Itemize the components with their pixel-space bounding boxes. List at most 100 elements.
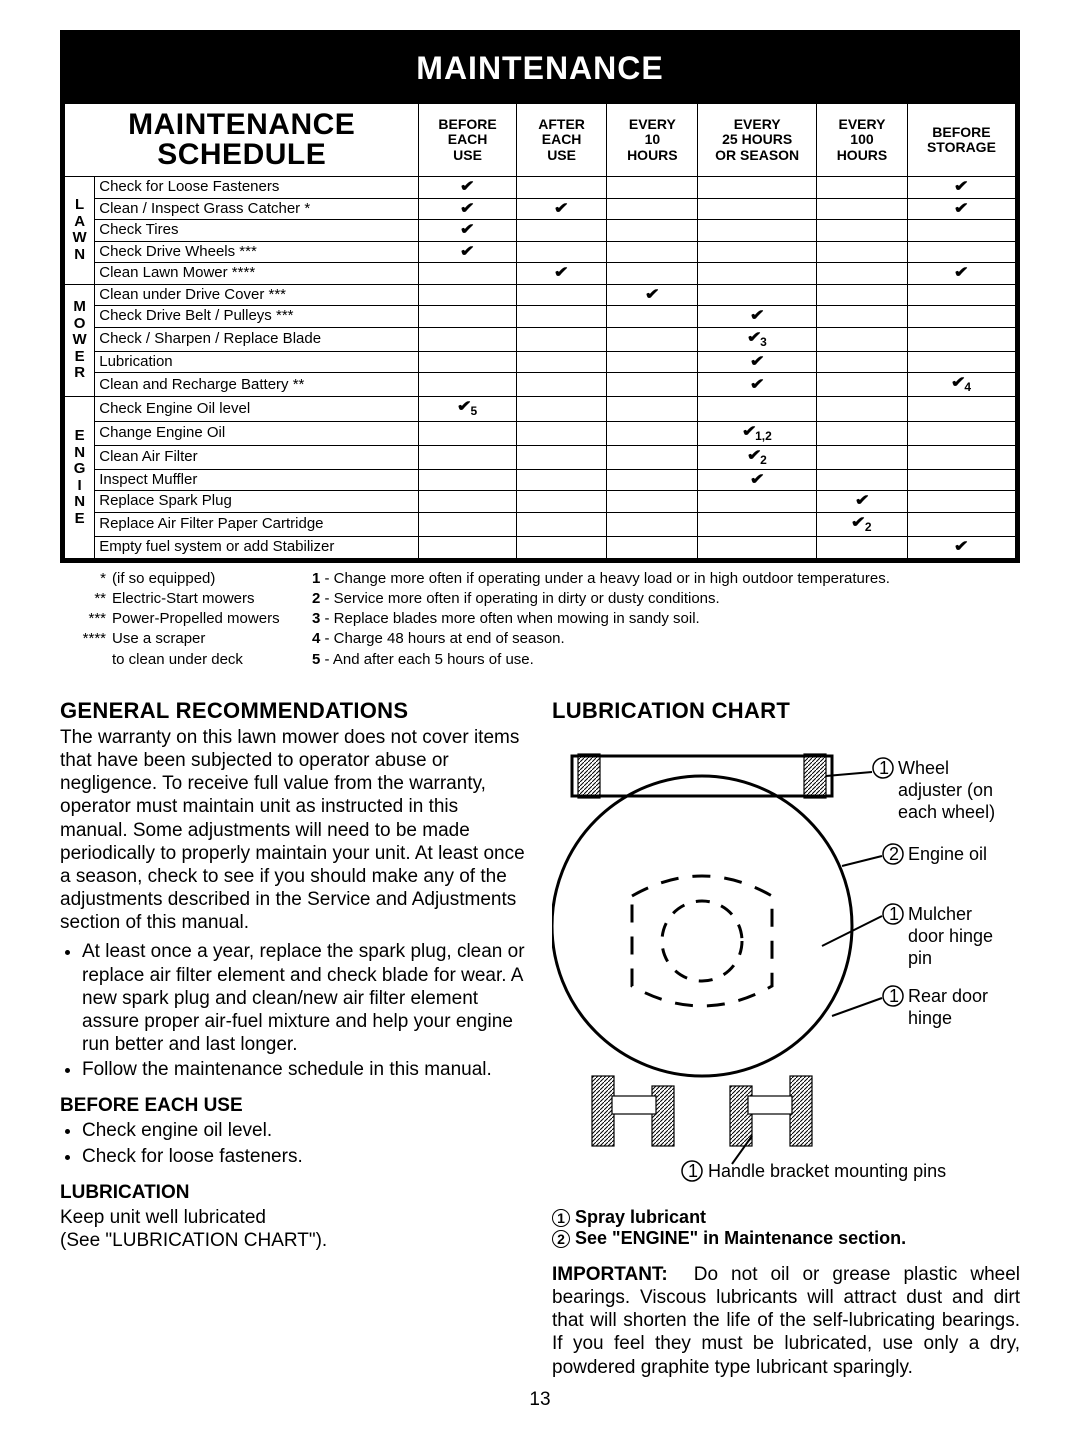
check-cell	[607, 373, 698, 397]
svg-text:1: 1	[889, 904, 899, 924]
check-cell	[607, 327, 698, 351]
check-cell: ✔	[516, 198, 607, 220]
svg-text:Rear door: Rear door	[908, 986, 988, 1006]
legend-marker: 1	[552, 1209, 570, 1227]
check-cell: ✔2	[817, 512, 908, 536]
check-cell	[419, 351, 516, 373]
check-cell: ✔	[698, 373, 817, 397]
task-cell: Check Tires	[95, 220, 419, 242]
list-before: Check engine oil level. Check for loose …	[60, 1119, 528, 1167]
check-cell	[516, 284, 607, 306]
category-label: ENGINE	[65, 397, 95, 558]
task-cell: Check for Loose Fasteners	[95, 177, 419, 199]
svg-text:adjuster (on: adjuster (on	[898, 780, 993, 800]
check-cell: ✔	[698, 306, 817, 328]
list-item: Check for loose fasteners.	[82, 1145, 528, 1168]
svg-text:door hinge: door hinge	[908, 926, 993, 946]
check-cell	[516, 220, 607, 242]
task-cell: Clean and Recharge Battery **	[95, 373, 419, 397]
task-cell: Check / Sharpen / Replace Blade	[95, 327, 419, 351]
task-cell: Check Drive Belt / Pulleys ***	[95, 306, 419, 328]
svg-text:each wheel): each wheel)	[898, 802, 995, 822]
check-cell	[419, 327, 516, 351]
check-cell	[817, 198, 908, 220]
check-cell	[907, 421, 1015, 445]
task-cell: Replace Spark Plug	[95, 491, 419, 513]
check-cell	[419, 537, 516, 559]
check-cell	[516, 351, 607, 373]
svg-text:2: 2	[889, 844, 899, 864]
check-cell: ✔	[817, 491, 908, 513]
check-cell: ✔	[698, 351, 817, 373]
check-cell	[698, 284, 817, 306]
check-cell	[419, 306, 516, 328]
check-cell	[607, 397, 698, 421]
check-cell	[516, 512, 607, 536]
check-cell	[419, 373, 516, 397]
maintenance-schedule-table: MAINTENANCESCHEDULE BEFOREEACHUSE AFTERE…	[60, 103, 1020, 563]
check-cell	[817, 241, 908, 263]
col-header: EVERY10HOURS	[607, 104, 698, 177]
check-cell	[907, 512, 1015, 536]
check-cell	[907, 327, 1015, 351]
check-cell: ✔	[419, 241, 516, 263]
check-cell: ✔4	[907, 373, 1015, 397]
check-cell	[817, 284, 908, 306]
check-cell	[516, 373, 607, 397]
check-cell	[907, 469, 1015, 491]
check-cell	[516, 241, 607, 263]
task-cell: Lubrication	[95, 351, 419, 373]
check-cell	[516, 491, 607, 513]
check-cell	[817, 373, 908, 397]
check-cell	[607, 263, 698, 285]
legend-marker: 2	[552, 1230, 570, 1248]
check-cell	[817, 263, 908, 285]
para-general: The warranty on this lawn mower does not…	[60, 726, 528, 935]
check-cell	[607, 241, 698, 263]
footnote-symbol: ****Use a scraper	[64, 629, 294, 649]
check-cell	[817, 445, 908, 469]
check-cell	[907, 220, 1015, 242]
check-cell	[698, 263, 817, 285]
check-cell	[907, 397, 1015, 421]
check-cell	[817, 537, 908, 559]
task-cell: Check Drive Wheels ***	[95, 241, 419, 263]
footnote-number: 3 - Replace blades more often when mowin…	[312, 609, 1016, 629]
task-cell: Clean / Inspect Grass Catcher *	[95, 198, 419, 220]
check-cell	[698, 397, 817, 421]
check-cell	[607, 512, 698, 536]
footnote-number: 5 - And after each 5 hours of use.	[312, 650, 1016, 670]
check-cell	[516, 421, 607, 445]
list-general: At least once a year, replace the spark …	[60, 940, 528, 1081]
check-cell	[698, 177, 817, 199]
check-cell	[907, 351, 1015, 373]
check-cell: ✔	[419, 198, 516, 220]
check-cell	[817, 351, 908, 373]
check-cell	[419, 284, 516, 306]
check-cell	[607, 177, 698, 199]
footnote-symbol: to clean under deck	[64, 650, 294, 670]
task-cell: Replace Air Filter Paper Cartridge	[95, 512, 419, 536]
check-cell: ✔2	[698, 445, 817, 469]
check-cell: ✔	[419, 220, 516, 242]
footnote-number: 2 - Service more often if operating in d…	[312, 589, 1016, 609]
col-header: BEFOREEACHUSE	[419, 104, 516, 177]
check-cell	[907, 241, 1015, 263]
check-cell	[419, 263, 516, 285]
check-cell	[516, 469, 607, 491]
check-cell: ✔	[516, 263, 607, 285]
check-cell	[516, 397, 607, 421]
check-cell	[607, 469, 698, 491]
check-cell	[817, 220, 908, 242]
check-cell	[516, 445, 607, 469]
lubrication-chart-diagram: 1 Wheel adjuster (on each wheel) 2 Engin…	[552, 726, 1012, 1196]
footnote-symbol: ***Power-Propelled mowers	[64, 609, 294, 629]
heading-lubrication-chart: LUBRICATION CHART	[552, 698, 1020, 724]
svg-text:1: 1	[688, 1161, 698, 1181]
check-cell	[698, 220, 817, 242]
list-item: Check engine oil level.	[82, 1119, 528, 1142]
check-cell	[907, 306, 1015, 328]
check-cell	[817, 177, 908, 199]
check-cell	[907, 491, 1015, 513]
col-header: EVERY25 HOURSOR SEASON	[698, 104, 817, 177]
